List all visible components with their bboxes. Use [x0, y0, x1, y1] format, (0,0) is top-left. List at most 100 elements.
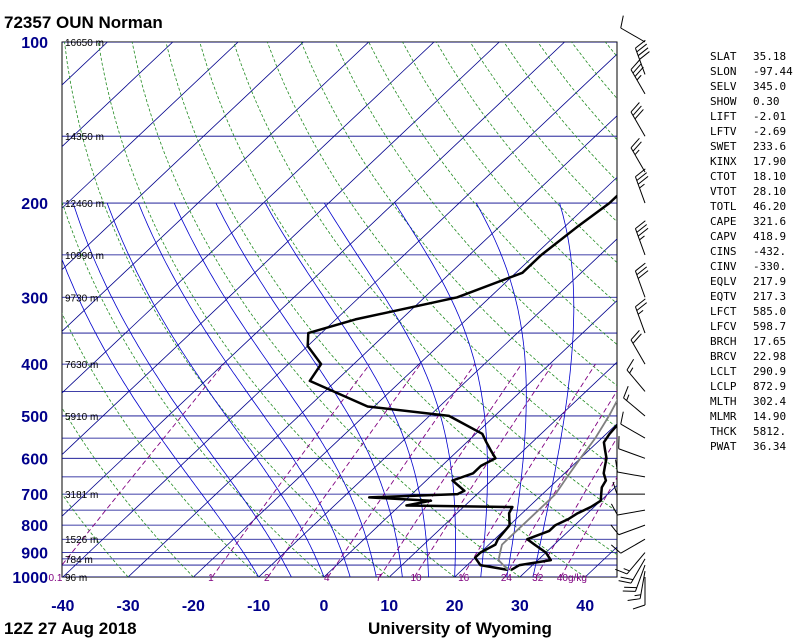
height-label: 9730 m: [65, 293, 98, 304]
mixing-ratio-label: 32: [532, 573, 544, 584]
barb-flag: [635, 220, 646, 229]
mixing-ratio-line: [535, 436, 617, 577]
dry-adiabat: [368, 42, 617, 346]
pressure-tick-label: 900: [21, 546, 48, 563]
wind-barb: [615, 552, 646, 575]
mixing-ratio-line: [414, 363, 554, 577]
barb-staff: [620, 423, 646, 439]
index-key: EQTV: [710, 290, 737, 303]
index-key: PWAT: [710, 440, 737, 453]
barb-flag: [636, 224, 648, 233]
barb-half-flag: [636, 74, 642, 81]
footer-source: University of Wyoming: [368, 619, 552, 638]
pressure-tick-label: 800: [21, 518, 48, 535]
barb-flag: [636, 266, 648, 276]
barb-staff: [626, 369, 646, 392]
height-label: 14350 m: [65, 132, 104, 143]
mixing-ratio-line: [461, 363, 596, 577]
height-label: 12460 m: [65, 199, 104, 210]
height-label: 784 m: [65, 555, 93, 566]
index-key: MLTH: [710, 395, 737, 408]
isotherm-line: [258, 238, 617, 577]
index-key: KINX: [710, 155, 737, 168]
wind-barb: [632, 577, 646, 610]
index-value: 345.0: [753, 80, 786, 93]
barb-staff: [634, 228, 646, 256]
moist-adiabat: [532, 202, 575, 577]
barb-flag: [637, 47, 649, 57]
index-key: CINS: [710, 245, 737, 258]
wind-barb: [610, 538, 646, 554]
height-label: 16650 m: [65, 38, 104, 49]
index-value: 28.10: [753, 185, 786, 198]
index-value: 46.20: [753, 200, 786, 213]
temperature-tick-label: 10: [380, 598, 398, 615]
isotherm-line: [62, 42, 500, 456]
barb-staff: [618, 524, 646, 536]
barb-half-flag: [639, 235, 645, 241]
dry-adiabat: [435, 42, 617, 264]
barb-flag: [632, 141, 642, 152]
index-value: 18.10: [753, 170, 786, 183]
index-key: CINV: [710, 260, 737, 273]
barb-flag: [620, 411, 624, 425]
barb-flag: [632, 63, 642, 74]
barb-flag: [637, 227, 649, 237]
isotherm-line: [389, 361, 617, 577]
barb-flag: [636, 172, 648, 181]
index-value: 217.3: [753, 290, 786, 303]
moist-adiabat: [138, 202, 351, 577]
wind-barb: [622, 564, 646, 592]
barb-flag: [627, 598, 641, 602]
mixing-ratio-label: 10: [410, 573, 422, 584]
wind-barb: [630, 137, 646, 173]
wind-barb: [630, 59, 646, 95]
mixing-ratio-label: 7: [376, 573, 382, 584]
barb-flag: [610, 524, 620, 536]
index-value: 14.90: [753, 410, 786, 423]
index-value: 217.9: [753, 275, 786, 288]
isotherm-line: [127, 115, 617, 577]
pressure-tick-label: 400: [21, 357, 48, 374]
temperature-tick-label: 30: [511, 598, 529, 615]
dry-adiabat: [62, 200, 325, 577]
dry-adiabat: [300, 42, 617, 428]
isotherm-line: [62, 42, 565, 517]
footer-time: 12Z 27 Aug 2018: [4, 619, 137, 638]
moist-adiabat: [394, 202, 488, 577]
wind-barb: [634, 298, 648, 334]
barb-staff: [630, 339, 646, 365]
barb-flag: [610, 503, 618, 516]
wind-barb: [612, 481, 645, 495]
barb-flag: [632, 333, 642, 344]
mixing-ratio-label: 1: [208, 573, 214, 584]
index-key: BRCH: [710, 335, 737, 348]
dry-adiabat: [266, 42, 617, 470]
barb-flag: [615, 568, 628, 575]
moist-adiabat: [475, 202, 527, 577]
grid-lines: [62, 42, 617, 577]
pressure-tick-label: 200: [21, 196, 48, 213]
barb-flag: [632, 604, 646, 610]
stability-indices: SLAT 35.18 SLON -97.44 SELV 345.0 SHOW 0.30 LIFT…: [710, 50, 793, 453]
moist-adiabat: [173, 202, 377, 577]
isotherm-line: [193, 176, 617, 577]
barb-staff: [626, 552, 646, 575]
temperature-tick-label: -20: [182, 598, 205, 615]
barb-staff: [634, 270, 646, 298]
barb-half-flag: [639, 183, 645, 189]
moist-adiabat: [323, 202, 456, 577]
index-key: SWET: [710, 140, 737, 153]
barb-flag: [630, 59, 640, 70]
isotherm-line: [62, 42, 239, 209]
index-key: CTOT: [710, 170, 737, 183]
index-value: 233.6: [753, 140, 786, 153]
wind-barb: [630, 330, 646, 365]
pressure-tick-label: 700: [21, 487, 48, 504]
index-key: VTOT: [710, 185, 737, 198]
pressure-tick-label: 300: [21, 290, 48, 307]
wind-barb: [634, 168, 649, 204]
wind-barb: [623, 386, 646, 417]
